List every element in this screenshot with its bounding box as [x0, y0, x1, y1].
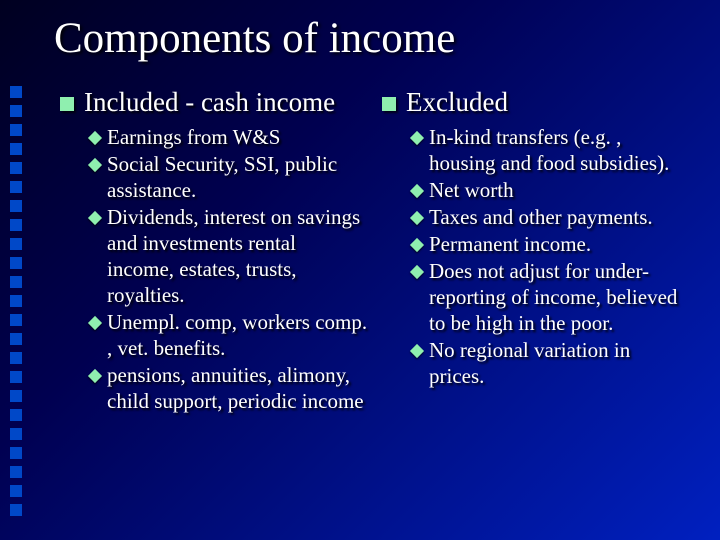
left-items: Earnings from W&SSocial Security, SSI, p… [60, 124, 368, 414]
list-item: Earnings from W&S [88, 124, 368, 150]
left-column: Included - cash income Earnings from W&S… [60, 87, 368, 415]
square-bullet-icon [382, 97, 396, 111]
diamond-bullet-icon [410, 265, 424, 279]
list-item-text: Net worth [429, 177, 514, 203]
list-item: Net worth [410, 177, 690, 203]
list-item-text: In-kind transfers (e.g. , housing and fo… [429, 124, 690, 176]
list-item-text: Unempl. comp, workers comp. , vet. benef… [107, 309, 368, 361]
right-heading-text: Excluded [406, 87, 508, 118]
list-item: In-kind transfers (e.g. , housing and fo… [410, 124, 690, 176]
diamond-bullet-icon [88, 131, 102, 145]
diamond-bullet-icon [88, 158, 102, 172]
list-item-text: Social Security, SSI, public assistance. [107, 151, 368, 203]
columns: Included - cash income Earnings from W&S… [60, 87, 690, 415]
list-item: Social Security, SSI, public assistance. [88, 151, 368, 203]
square-bullet-icon [60, 97, 74, 111]
list-item-text: pensions, annuities, alimony, child supp… [107, 362, 368, 414]
diamond-bullet-icon [410, 211, 424, 225]
left-heading-text: Included - cash income [84, 87, 335, 118]
diamond-bullet-icon [410, 184, 424, 198]
list-item: pensions, annuities, alimony, child supp… [88, 362, 368, 414]
right-heading: Excluded [382, 87, 690, 118]
right-items: In-kind transfers (e.g. , housing and fo… [382, 124, 690, 389]
left-heading: Included - cash income [60, 87, 368, 118]
diamond-bullet-icon [88, 316, 102, 330]
slide-title: Components of income [54, 14, 690, 63]
diamond-bullet-icon [410, 344, 424, 358]
list-item: Unempl. comp, workers comp. , vet. benef… [88, 309, 368, 361]
diamond-bullet-icon [88, 369, 102, 383]
list-item-text: Does not adjust for under-reporting of i… [429, 258, 690, 336]
diamond-bullet-icon [410, 238, 424, 252]
list-item: Dividends, interest on savings and inves… [88, 204, 368, 308]
list-item-text: Permanent income. [429, 231, 591, 257]
list-item: Taxes and other payments. [410, 204, 690, 230]
list-item-text: Taxes and other payments. [429, 204, 653, 230]
list-item-text: Dividends, interest on savings and inves… [107, 204, 368, 308]
list-item: Does not adjust for under-reporting of i… [410, 258, 690, 336]
diamond-bullet-icon [88, 211, 102, 225]
slide: Components of income Included - cash inc… [0, 0, 720, 540]
right-column: Excluded In-kind transfers (e.g. , housi… [382, 87, 690, 415]
list-item: Permanent income. [410, 231, 690, 257]
list-item-text: No regional variation in prices. [429, 337, 690, 389]
list-item: No regional variation in prices. [410, 337, 690, 389]
list-item-text: Earnings from W&S [107, 124, 280, 150]
diamond-bullet-icon [410, 131, 424, 145]
